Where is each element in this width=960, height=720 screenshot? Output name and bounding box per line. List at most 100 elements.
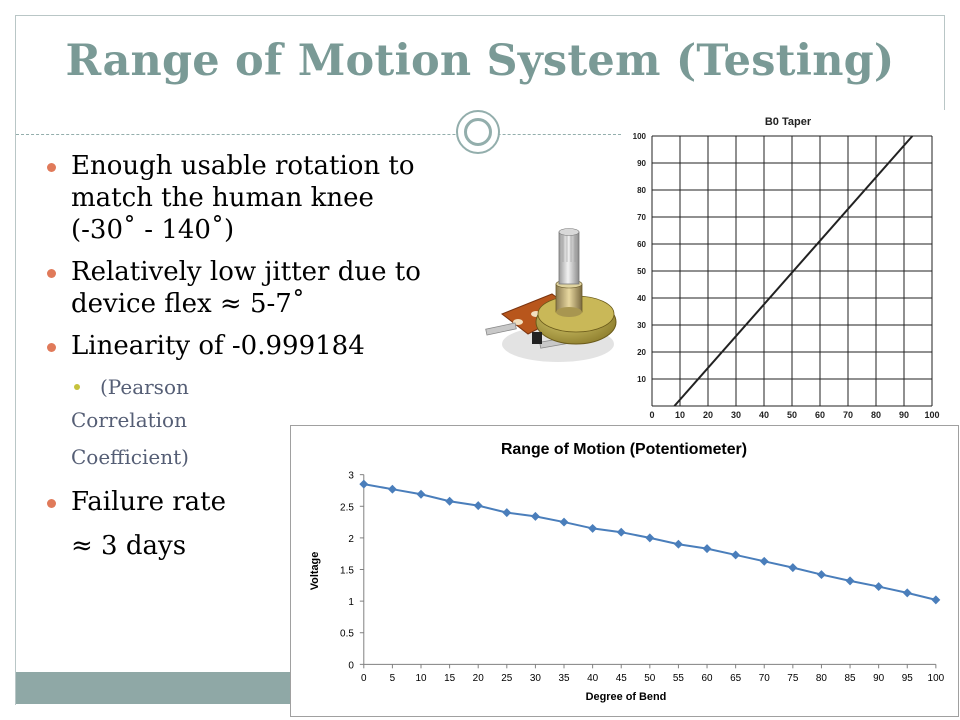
x-tick-label: 100 (924, 410, 939, 420)
x-tick-label: 45 (616, 673, 628, 684)
chart-title: Range of Motion (Potentiometer) (501, 441, 747, 458)
x-tick-label: 90 (899, 410, 909, 420)
y-tick-label: 1.5 (340, 565, 354, 576)
data-point (759, 556, 769, 566)
bullet-text-line: device flex ≈ 5-7˚ (71, 289, 305, 319)
sub-bullet-text-line: (Pearson (100, 375, 189, 399)
bullet-jitter: Relatively low jitter due to device flex… (40, 256, 460, 320)
data-point (816, 570, 826, 580)
decorative-ring-icon (456, 110, 500, 154)
y-tick-label: 1 (348, 597, 354, 608)
data-point (588, 523, 598, 533)
y-tick-label: 50 (637, 267, 646, 276)
data-point (931, 595, 941, 605)
data-point (731, 550, 741, 560)
x-tick-label: 75 (787, 673, 799, 684)
y-tick-label: 10 (637, 375, 646, 384)
x-tick-label: 5 (390, 673, 396, 684)
title-divider (16, 134, 626, 135)
bullet-text-line: Linearity of -0.999184 (71, 331, 365, 361)
footer-accent-bar (16, 672, 296, 704)
y-tick-label: 20 (637, 348, 646, 357)
y-tick-label: 90 (637, 159, 646, 168)
bullet-text-line: Enough usable rotation to (71, 151, 415, 181)
x-tick-label: 30 (731, 410, 741, 420)
bullet-list: Enough usable rotation to match the huma… (40, 150, 460, 562)
y-tick-label: 80 (637, 186, 646, 195)
x-tick-label: 85 (845, 673, 857, 684)
bullet-dot-icon (47, 163, 56, 172)
y-tick-label: 40 (637, 294, 646, 303)
bullet-text-line: ≈ 3 days (71, 531, 187, 561)
x-tick-label: 25 (501, 673, 513, 684)
x-tick-label: 40 (759, 410, 769, 420)
sub-bullet-text-line: Coefficient) (71, 445, 189, 469)
bullet-linearity: Linearity of -0.999184 (40, 330, 460, 362)
x-tick-label: 35 (558, 673, 570, 684)
x-tick-label: 70 (843, 410, 853, 420)
slide-title: Range of Motion System (Testing) (65, 36, 895, 86)
data-point (473, 501, 483, 511)
sub-bullet-dot-icon (74, 384, 80, 390)
data-point (874, 582, 884, 592)
bullet-text-line: Relatively low jitter due to (71, 257, 421, 287)
y-tick-label: 60 (637, 240, 646, 249)
data-point (359, 479, 369, 489)
x-tick-label: 60 (815, 410, 825, 420)
bullet-text-line: (-30˚ - 140˚) (71, 215, 235, 245)
data-point (502, 508, 512, 518)
x-tick-label: 60 (702, 673, 714, 684)
taper-chart: B0 Taper 0 10 20 30 40 50 60 70 80 90 100 10 20 30 40 5… (622, 110, 946, 425)
data-point (845, 576, 855, 586)
sub-bullet-text-line: Correlation (71, 408, 187, 432)
x-tick-label: 40 (587, 673, 599, 684)
data-point (645, 533, 655, 543)
data-point (416, 489, 426, 499)
x-tick-label: 55 (673, 673, 685, 684)
x-tick-label: 50 (644, 673, 656, 684)
x-tick-label: 80 (816, 673, 828, 684)
data-point (788, 563, 798, 573)
data-point (530, 511, 540, 521)
bullet-dot-icon (47, 269, 56, 278)
x-tick-label: 20 (473, 673, 485, 684)
y-tick-label: 30 (637, 321, 646, 330)
frame-right-line (944, 15, 945, 110)
x-tick-label: 100 (928, 673, 945, 684)
x-tick-label: 15 (444, 673, 456, 684)
y-tick-label: 70 (637, 213, 646, 222)
x-tick-label: 95 (902, 673, 914, 684)
bullet-dot-icon (47, 343, 56, 352)
x-tick-label: 0 (361, 673, 367, 684)
x-tick-label: 65 (730, 673, 742, 684)
y-tick-label: 100 (633, 132, 647, 141)
x-tick-label: 30 (530, 673, 542, 684)
x-axis-label: Degree of Bend (586, 691, 667, 703)
sub-bullet-pearson: (Pearson (40, 372, 460, 402)
taper-series-line (673, 135, 914, 407)
bullet-rotation: Enough usable rotation to match the huma… (40, 150, 460, 246)
x-tick-label: 80 (871, 410, 881, 420)
x-tick-label: 0 (649, 410, 654, 420)
y-tick-label: 2.5 (340, 502, 354, 513)
x-tick-label: 90 (873, 673, 885, 684)
data-point (616, 527, 626, 537)
chart-title: B0 Taper (765, 116, 812, 128)
data-point (902, 588, 912, 598)
y-tick-label: 0.5 (340, 629, 354, 640)
bullet-text-line: match the human knee (71, 183, 374, 213)
data-point (445, 496, 455, 506)
bullet-text-line: Failure rate (71, 487, 226, 517)
data-point (387, 484, 397, 494)
potentiometer-photo (485, 228, 617, 362)
y-tick-label: 3 (348, 471, 354, 482)
y-tick-label: 0 (348, 660, 354, 671)
x-tick-label: 10 (415, 673, 427, 684)
bullet-dot-icon (47, 499, 56, 508)
data-point (673, 539, 683, 549)
frame-top-line (15, 15, 945, 16)
y-tick-label: 2 (348, 534, 354, 545)
range-of-motion-chart: Range of Motion (Potentiometer) 0 0.5 1 1.5… (290, 425, 959, 717)
x-tick-label: 20 (703, 410, 713, 420)
x-tick-label: 70 (759, 673, 771, 684)
